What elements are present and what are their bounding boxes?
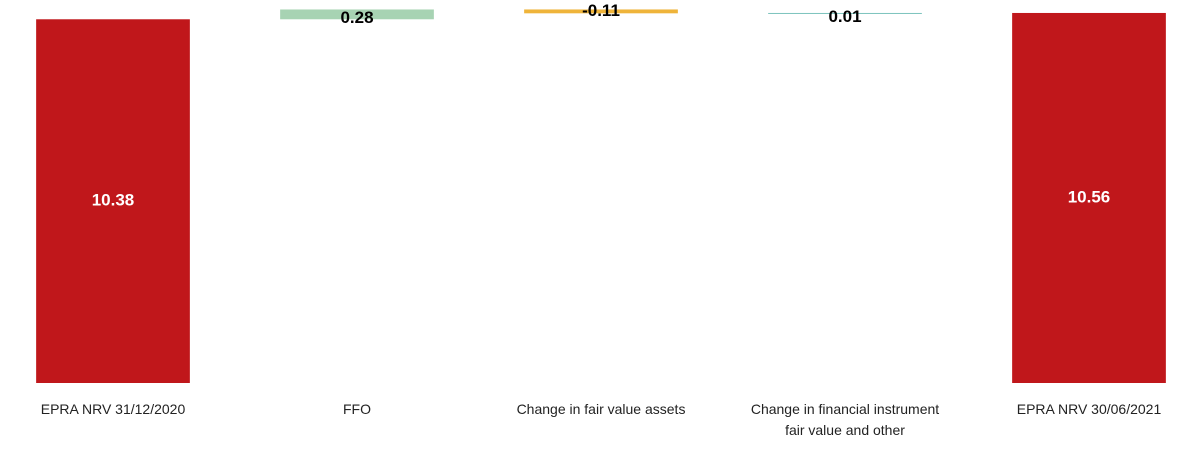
bar xyxy=(768,12,922,14)
bar xyxy=(36,19,190,383)
value-label: 0.28 xyxy=(340,8,373,27)
value-label: 0.01 xyxy=(828,7,861,26)
value-label: -0.11 xyxy=(582,1,620,20)
x-tick-label: EPRA NRV 31/12/2020 xyxy=(40,401,186,417)
x-tick-label: EPRA NRV 30/06/2021 xyxy=(1016,401,1162,417)
value-label: 10.56 xyxy=(1068,187,1111,206)
bar xyxy=(524,9,678,14)
bar xyxy=(1012,12,1166,383)
value-label: 10.38 xyxy=(92,191,135,210)
x-tick-label: FFO xyxy=(343,401,371,417)
bar xyxy=(280,9,434,20)
x-tick-label: Change in financial instrument fair valu… xyxy=(750,401,940,438)
x-tick-label: Change in fair value assets xyxy=(516,401,686,417)
